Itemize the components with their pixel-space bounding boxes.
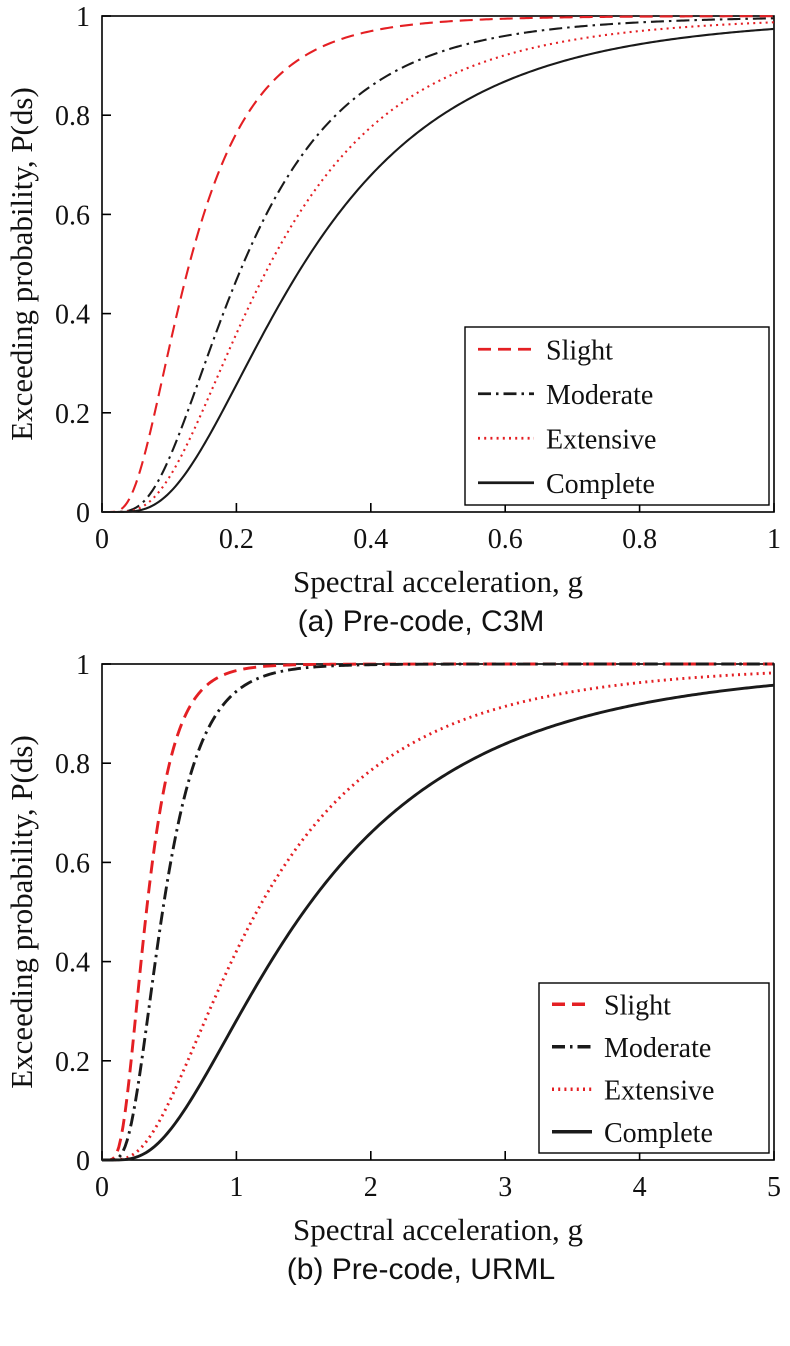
- legend-label-extensive: Extensive: [546, 424, 656, 455]
- y-tick-label: 0.2: [55, 399, 90, 430]
- y-tick-label: 0.8: [55, 101, 90, 132]
- curve-complete: [102, 683, 775, 1162]
- legend-label-moderate: Moderate: [604, 1033, 711, 1064]
- legend-label-extensive: Extensive: [604, 1075, 714, 1106]
- legend-label-complete: Complete: [546, 469, 655, 500]
- curve-slight: [102, 662, 774, 1162]
- x-axis-label: Spectral acceleration, g: [293, 1212, 583, 1247]
- x-tick-label: 3: [498, 1172, 512, 1203]
- x-tick-label: 0.2: [219, 524, 254, 555]
- y-tick-label: 0: [76, 1146, 90, 1177]
- legend-box: [538, 982, 770, 1154]
- figure-b: 0 1 2 3 4 5 0 0.2 0.4 0.6 0.8 1 Spectral acceleratio…: [0, 652, 790, 1288]
- x-tick-label: 0.4: [353, 524, 388, 555]
- y-tick-label: 1: [76, 4, 90, 33]
- y-tick-label: 0.4: [55, 948, 90, 979]
- figure-a-caption: (a) Pre-code, C3M: [297, 605, 545, 638]
- x-tick-label: 2: [364, 1172, 378, 1203]
- x-tick-label: 0.8: [622, 524, 657, 555]
- fragility-chart-b: 0 1 2 3 4 5 0 0.2 0.4 0.6 0.8 1 Spectral acceleratio…: [4, 652, 781, 1247]
- plot-border: [101, 663, 775, 1161]
- y-tick-label: 1: [76, 652, 90, 681]
- figure-b-caption: (b) Pre-code, URML: [286, 1253, 556, 1286]
- x-tick-label: 0: [95, 1172, 109, 1203]
- x-tick-label: 0: [95, 524, 109, 555]
- curve-slight: [102, 15, 774, 514]
- legend: Slight Moderate Extensive Complete: [464, 326, 770, 506]
- y-tick-label: 0.4: [55, 300, 90, 331]
- legend: Slight Moderate Extensive Complete: [538, 982, 770, 1154]
- plot-border: [101, 15, 775, 513]
- y-tick-label: 0.6: [55, 200, 90, 231]
- x-axis-label: Spectral acceleration, g: [293, 564, 583, 599]
- curve-moderate: [102, 17, 775, 514]
- x-tick-label: 1: [767, 524, 781, 555]
- y-tick-label: 0.6: [55, 848, 90, 879]
- x-tick-label: 1: [229, 1172, 243, 1203]
- x-tick-label: 5: [767, 1172, 781, 1203]
- page: 0 0.2 0.4 0.6 0.8 1 0 0.2 0.4 0.6 0.8 1 Spectral acc…: [0, 4, 790, 1288]
- y-axis-label: Exceeding probability, P(ds): [4, 87, 39, 441]
- fragility-chart-a: 0 0.2 0.4 0.6 0.8 1 0 0.2 0.4 0.6 0.8 1 Spectral acc…: [4, 4, 781, 599]
- y-tick-label: 0.8: [55, 749, 90, 780]
- legend-label-moderate: Moderate: [546, 380, 653, 411]
- legend-label-slight: Slight: [604, 990, 671, 1021]
- x-tick-label: 4: [633, 1172, 647, 1203]
- legend-box: [464, 326, 770, 506]
- y-tick-label: 0.2: [55, 1047, 90, 1078]
- curve-moderate: [102, 662, 774, 1162]
- legend-label-complete: Complete: [604, 1118, 713, 1149]
- y-tick-label: 0: [76, 498, 90, 529]
- y-axis-label: Exceeding probability, P(ds): [4, 735, 39, 1089]
- curve-extensive: [102, 21, 775, 514]
- legend-label-slight: Slight: [546, 335, 613, 366]
- x-tick-label: 0.6: [488, 524, 523, 555]
- curve-complete: [102, 27, 775, 514]
- figure-a: 0 0.2 0.4 0.6 0.8 1 0 0.2 0.4 0.6 0.8 1 Spectral acc…: [0, 4, 790, 640]
